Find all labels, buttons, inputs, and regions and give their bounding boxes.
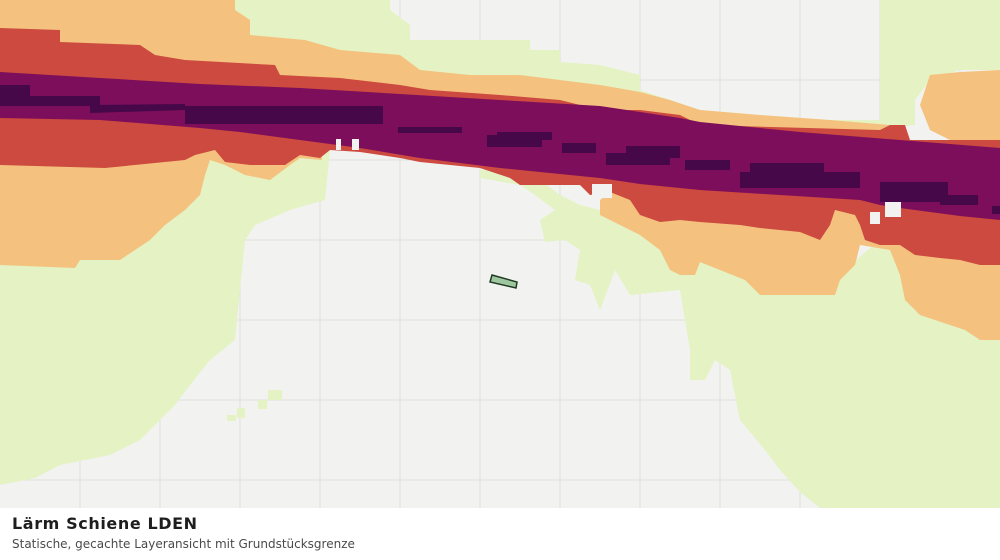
map-caption: Lärm Schiene LDEN Statische, gecachte La…: [0, 508, 1000, 560]
map-gaps: [336, 139, 901, 224]
noise-zone-level-5: [0, 85, 1000, 214]
map-title: Lärm Schiene LDEN: [12, 514, 198, 533]
parcel-boundary[interactable]: [489, 274, 518, 289]
map-subtitle: Statische, gecachte Layeransicht mit Gru…: [12, 537, 355, 551]
